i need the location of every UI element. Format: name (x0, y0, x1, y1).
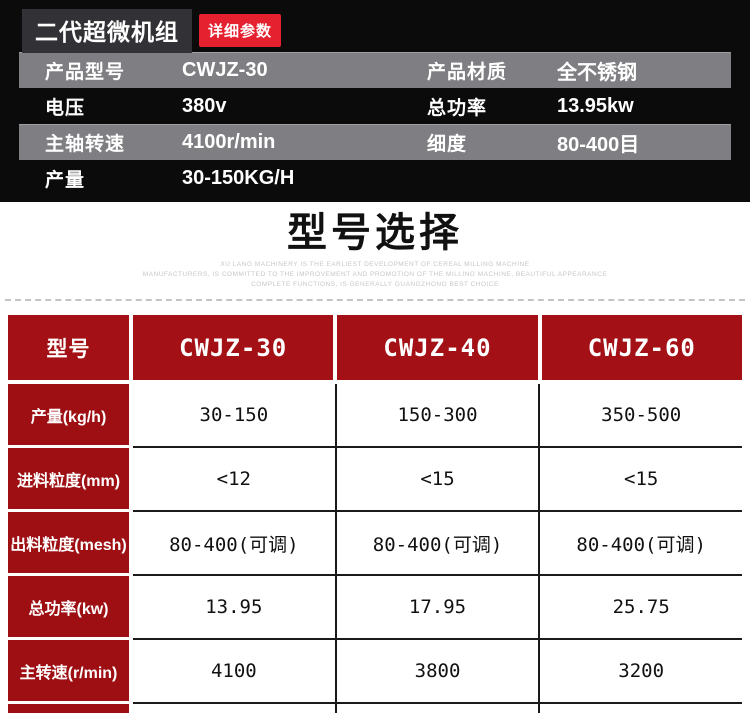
section-tagline: XU LANG MACHINERY IS THE EARLIEST DEVELO… (0, 260, 750, 290)
row-label-cell: 进料粒度(mm) (8, 448, 129, 512)
table-cell (334, 704, 539, 713)
model-table: 型号 CWJZ-30 CWJZ-40 CWJZ-60 产量(kg/h) 30-1… (8, 315, 742, 713)
spec-value: 30-150KG/H (182, 166, 295, 189)
row-label-cell: 产量(kg/h) (8, 384, 129, 448)
row-data: <12 <15 <15 (133, 448, 742, 512)
spec-value: 380v (182, 94, 227, 117)
table-row-discharge-size: 出料粒度(mesh) 80-400(可调) 80-400(可调) 80-400(… (8, 512, 742, 576)
table-header-cell: 型号 (8, 315, 129, 380)
dashed-divider (5, 299, 745, 301)
table-row-total-power: 总功率(kw) 13.95 17.95 25.75 (8, 576, 742, 640)
table-cell: 30-150 (199, 404, 269, 426)
spec-row-voltage-power: 电压 380v 总功率 13.95kw (19, 88, 731, 124)
detail-params-badge: 详细参数 (199, 14, 282, 47)
model-selection-section-head: 型号选择 XU LANG MACHINERY IS THE EARLIEST D… (0, 202, 750, 290)
row-data: 4100 3800 3200 (133, 640, 742, 704)
row-data (133, 704, 742, 713)
table-cell: 25.75 (538, 576, 742, 638)
row-label-cell: 主转速(r/min) (8, 640, 129, 704)
row-label-cell (8, 704, 129, 713)
row-data: 13.95 17.95 25.75 (133, 576, 742, 640)
spec-label: 细度 (427, 133, 468, 155)
spec-row-model-material: 产品型号 CWJZ-30 产品材质 全不锈钢 (19, 52, 731, 88)
row-label-cell: 出料粒度(mesh) (8, 512, 129, 576)
spec-label: 主轴转速 (45, 133, 126, 155)
spec-panel: 二代超微机组 详细参数 产品型号 CWJZ-30 产品材质 全不锈钢 电压 38… (0, 0, 750, 202)
table-cell: <15 (538, 448, 742, 510)
spec-panel-header: 二代超微机组 详细参数 (0, 0, 750, 53)
spec-label: 总功率 (427, 97, 488, 119)
row-label-cell: 总功率(kw) (8, 576, 129, 640)
table-cell (538, 704, 742, 713)
table-cell: 3200 (538, 640, 742, 702)
row-data: 80-400(可调) 80-400(可调) 80-400(可调) (133, 512, 742, 576)
table-header-cell: CWJZ-30 (133, 315, 334, 380)
spec-value: 4100r/min (182, 130, 276, 153)
table-cell: 3800 (334, 640, 539, 702)
table-cell: 17.95 (334, 576, 539, 638)
spec-value: CWJZ-30 (182, 58, 268, 81)
table-row-partial (8, 704, 742, 713)
table-cell: 80-400(可调) (334, 512, 539, 574)
table-row-feed-size: 进料粒度(mm) <12 <15 <15 (8, 448, 742, 512)
spec-value: 全不锈钢 (557, 61, 637, 84)
table-cell: 150-300 (334, 384, 539, 446)
product-series-title: 二代超微机组 (22, 8, 192, 53)
row-data: 30-150 150-300 350-500 (133, 384, 742, 448)
table-cell: 80-400(可调) (538, 512, 742, 574)
spec-label: 产品型号 (45, 61, 126, 83)
spec-label: 产量 (45, 169, 86, 191)
spec-value: 13.95kw (557, 94, 634, 117)
spec-row-output: 产量 30-150KG/H (19, 160, 731, 196)
table-header-row: 型号 CWJZ-30 CWJZ-40 CWJZ-60 (8, 315, 742, 380)
table-cell: 80-400(可调) (169, 533, 299, 556)
table-cell: 4100 (210, 660, 257, 682)
table-cell: <15 (334, 448, 539, 510)
spec-label: 电压 (45, 97, 86, 119)
table-row-main-speed: 主转速(r/min) 4100 3800 3200 (8, 640, 742, 704)
spec-row-speed-fineness: 主轴转速 4100r/min 细度 80-400目 (19, 124, 731, 160)
tagline-line: MANUFACTURERS, IS COMMITTED TO THE IMPRO… (142, 271, 608, 278)
table-cell: 13.95 (205, 596, 263, 618)
table-cell (133, 704, 335, 713)
spec-label: 产品材质 (427, 61, 508, 83)
tagline-line: COMPLETE FUNCTIONS, IS GENERALLY GUANGZH… (251, 281, 499, 288)
table-header-cell: CWJZ-40 (337, 315, 538, 380)
table-cell: 350-500 (538, 384, 742, 446)
section-title: 型号选择 (287, 211, 463, 255)
table-row-capacity: 产量(kg/h) 30-150 150-300 350-500 (8, 384, 742, 448)
table-cell: <12 (216, 468, 251, 490)
spec-value: 80-400目 (557, 133, 640, 156)
table-header-cell: CWJZ-60 (541, 315, 742, 380)
tagline-line: XU LANG MACHINERY IS THE EARLIEST DEVELO… (220, 261, 530, 268)
